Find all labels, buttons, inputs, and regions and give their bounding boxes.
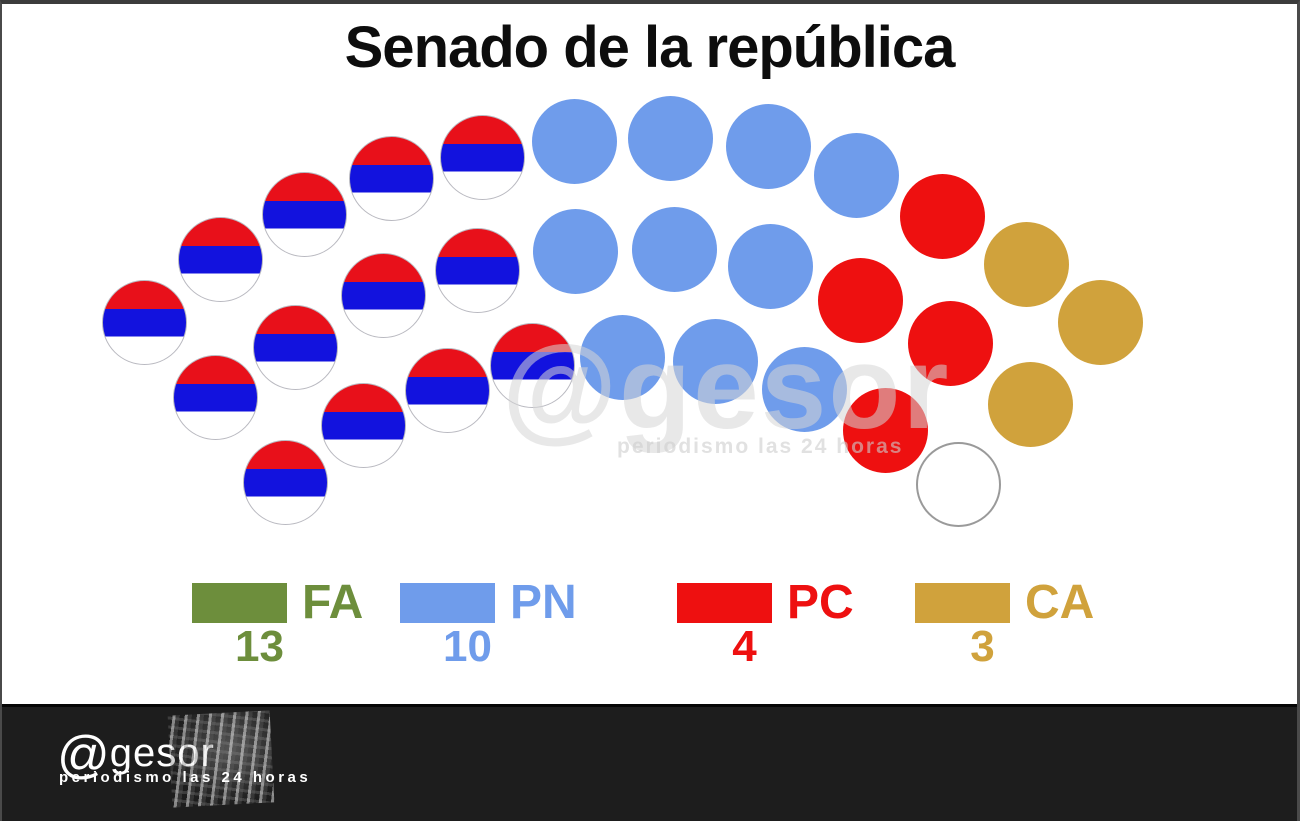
seat-pn [531, 98, 617, 184]
legend-count-pn: 10 [443, 622, 492, 671]
seat-pn [631, 206, 717, 292]
seat-vacant [915, 441, 1001, 527]
legend-label-pc: PC [787, 576, 854, 629]
seat-ca [983, 221, 1069, 307]
seat-fa [434, 227, 520, 313]
legend-swatch-fa [192, 583, 287, 623]
legend-count-fa: 13 [235, 622, 284, 671]
legend-swatch-pc [677, 583, 772, 623]
footer-brand-logo: @gesor [57, 725, 215, 785]
filmstrip-image [167, 710, 275, 808]
seat-pn [725, 103, 811, 189]
seat-fa [252, 304, 338, 390]
seat-ca [987, 361, 1073, 447]
seat-fa [177, 216, 263, 302]
seat-fa [489, 322, 575, 408]
seat-pn [672, 318, 758, 404]
seat-pn [532, 208, 618, 294]
seat-fa [172, 354, 258, 440]
seat-pc [842, 387, 928, 473]
legend-label-ca: CA [1025, 576, 1095, 629]
seat-ca [1057, 279, 1143, 365]
seat-pc [907, 300, 993, 386]
seat-fa [404, 347, 490, 433]
seat-pn [727, 223, 813, 309]
legend-swatch-pn [400, 583, 495, 623]
seat-fa [348, 135, 434, 221]
footer-tagline: periodismo las 24 horas [59, 769, 312, 786]
legend-label-fa: FA [302, 576, 364, 629]
at-sign-icon: @ [57, 726, 110, 784]
seat-pc [899, 173, 985, 259]
seat-fa [101, 279, 187, 365]
page-title: Senado de la república [344, 15, 956, 80]
seat-fa [261, 171, 347, 257]
legend-label-pn: PN [510, 576, 577, 629]
seat-pn [627, 95, 713, 181]
seat-pn [761, 346, 847, 432]
seat-fa [320, 382, 406, 468]
seat-fa [340, 252, 426, 338]
seat-fa [439, 114, 525, 200]
seat-fa [242, 439, 328, 525]
footer-brand-name: gesor [109, 731, 215, 775]
seat-pn [579, 314, 665, 400]
legend-count-ca: 3 [970, 622, 995, 671]
footer-bar: @gesor periodismo las 24 horas [2, 704, 1297, 821]
seat-pc [817, 257, 903, 343]
legend-count-pc: 4 [732, 622, 757, 671]
seat-pn [813, 132, 899, 218]
legend-swatch-ca [915, 583, 1010, 623]
